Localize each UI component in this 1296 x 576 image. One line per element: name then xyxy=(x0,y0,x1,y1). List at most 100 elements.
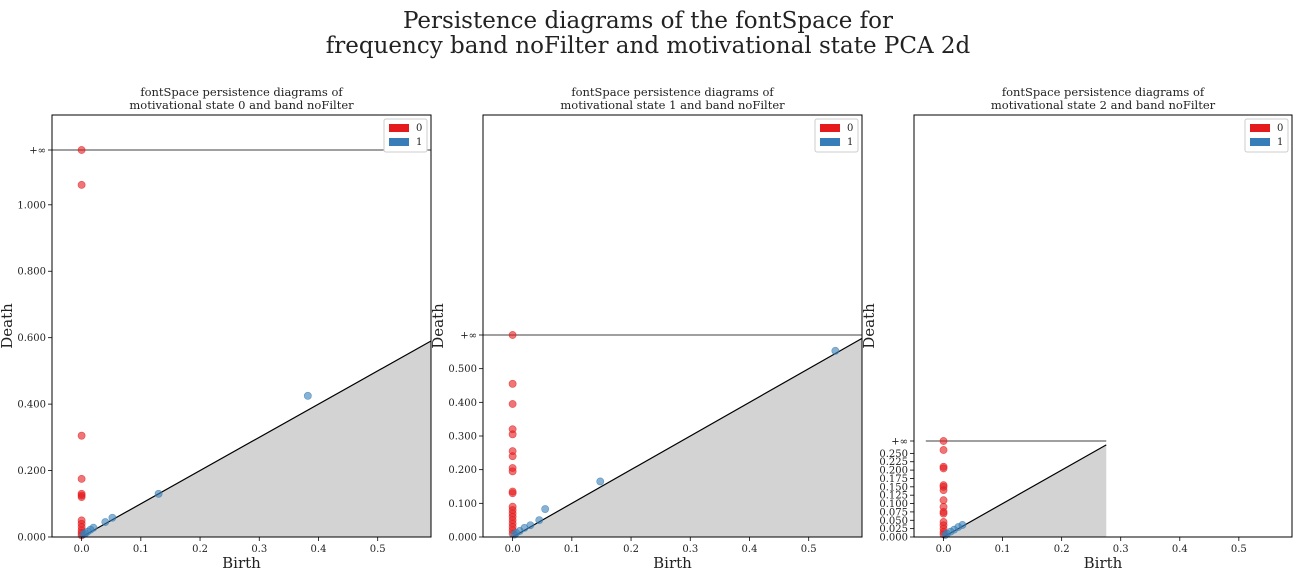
y-tick-label: 0.250 xyxy=(879,449,908,460)
y-axis-label: Death xyxy=(429,303,447,349)
axes-frame xyxy=(51,114,432,538)
x-tick-label: 0.0 xyxy=(936,544,952,555)
legend-label-h0: 0 xyxy=(1277,123,1283,134)
chart-panel-1: 0.0 0.1 0.2 0.3 0.4 0.5 0.000 0.100 0.200 0.300 0.… xyxy=(429,85,863,572)
y-tick-label: 0.500 xyxy=(448,364,477,375)
x-tick-label: 0.3 xyxy=(251,544,267,555)
figure-title-line-2: frequency band noFilter and motivational… xyxy=(326,33,971,59)
data-point-h1 xyxy=(541,505,550,513)
x-tick-label: 0.1 xyxy=(995,544,1011,555)
legend-label-h1: 1 xyxy=(1277,137,1283,148)
y-tick-label: 0.000 xyxy=(879,533,908,544)
data-point-h0 xyxy=(939,486,948,495)
y-tick-label: 0.000 xyxy=(448,533,477,544)
data-point-h1 xyxy=(510,530,519,539)
y-tick-label: 0.100 xyxy=(879,499,908,510)
data-point-h0 xyxy=(77,180,86,189)
data-point-h0 xyxy=(508,430,517,439)
chart-panel-0: 0.0 0.1 0.2 0.3 0.4 0.5 0.000 0.200 0.400 0.600 0.… xyxy=(0,85,432,572)
data-point-h1 xyxy=(79,530,88,539)
data-point-h0 xyxy=(939,437,948,445)
y-tick-label: 0.150 xyxy=(879,482,908,493)
y-tick-label: 0.200 xyxy=(879,466,908,477)
y-tick-label: 0.050 xyxy=(879,516,908,527)
x-tick-label: 0.4 xyxy=(742,544,758,555)
legend-label-h1: 1 xyxy=(847,137,853,148)
y-tick-label: 0.400 xyxy=(17,400,46,411)
y-tick-label: 0.225 xyxy=(879,457,908,468)
axes-frame xyxy=(482,114,863,538)
y-tick-label: 0.200 xyxy=(448,465,477,476)
legend-swatch-h1 xyxy=(820,138,840,146)
axes-frame xyxy=(913,114,1293,538)
y-tick-label: 0.075 xyxy=(879,507,908,518)
x-axis-label: Birth xyxy=(222,554,261,572)
legend-swatch-h0 xyxy=(389,124,409,132)
chart-title-line-1: fontSpace persistence diagrams of xyxy=(140,85,343,99)
y-tick-label: 0.000 xyxy=(17,533,46,544)
x-tick-label: 0.1 xyxy=(564,544,580,555)
y-tick-label: 0.125 xyxy=(879,491,908,502)
chart-title-line-2: motivational state 1 and band noFilter xyxy=(560,98,785,112)
chart-title-line-2: motivational state 2 and band noFilter xyxy=(991,98,1216,112)
chart-title-line-1: fontSpace persistence diagrams of xyxy=(571,85,774,99)
chart-panel-2: 0.0 0.1 0.2 0.3 0.4 0.50.0000.0250.0500.0750.… xyxy=(860,85,1293,572)
infinity-tick-label: +∞ xyxy=(891,437,908,448)
y-axis-label: Death xyxy=(0,303,16,349)
x-tick-label: 0.0 xyxy=(74,544,90,555)
data-point-h1 xyxy=(941,531,950,539)
y-tick-label: 0.100 xyxy=(448,499,477,510)
data-point-h1 xyxy=(303,391,312,400)
y-tick-label: 0.025 xyxy=(879,524,908,535)
diagonal-line xyxy=(81,340,432,538)
data-point-h1 xyxy=(108,513,117,522)
x-axis-label: Birth xyxy=(653,554,692,572)
y-tick-label: 0.600 xyxy=(17,333,46,344)
x-tick-label: 0.5 xyxy=(370,544,386,555)
figure-title-line-1: Persistence diagrams of the fontSpace fo… xyxy=(403,8,893,34)
x-tick-label: 0.4 xyxy=(311,544,327,555)
y-tick-label: 0.175 xyxy=(879,474,908,485)
legend-label-h0: 0 xyxy=(847,123,853,134)
diagonal-line xyxy=(512,337,863,538)
data-point-h1 xyxy=(831,346,840,355)
data-point-h1 xyxy=(535,516,544,525)
data-point-h0 xyxy=(77,493,86,502)
infinity-tick-label: +∞ xyxy=(29,146,46,157)
legend-swatch-h0 xyxy=(1250,124,1270,132)
chart-title-line-1: fontSpace persistence diagrams of xyxy=(1002,85,1205,99)
x-tick-label: 0.2 xyxy=(192,544,208,555)
infinity-tick-label: +∞ xyxy=(460,331,477,342)
x-tick-label: 0.2 xyxy=(1054,544,1070,555)
data-point-h0 xyxy=(508,379,517,388)
data-point-h0 xyxy=(77,146,86,154)
data-point-h0 xyxy=(508,452,517,461)
y-tick-label: 0.200 xyxy=(17,466,46,477)
legend-swatch-h1 xyxy=(389,138,409,146)
legend-label-h1: 1 xyxy=(416,137,422,148)
y-axis-label: Death xyxy=(860,303,878,349)
legend-label-h0: 0 xyxy=(416,123,422,134)
data-point-h0 xyxy=(939,496,948,505)
legend: 01 xyxy=(1244,118,1289,153)
data-point-h0 xyxy=(77,474,86,483)
x-tick-label: 0.5 xyxy=(801,544,817,555)
data-point-h0 xyxy=(508,331,517,339)
data-point-h1 xyxy=(154,489,163,498)
legend: 01 xyxy=(383,118,428,153)
x-tick-label: 0.0 xyxy=(505,544,521,555)
data-point-h0 xyxy=(508,489,517,498)
x-tick-label: 0.3 xyxy=(1113,544,1129,555)
data-point-h0 xyxy=(77,431,86,440)
data-point-h0 xyxy=(939,464,948,473)
x-tick-label: 0.1 xyxy=(133,544,149,555)
x-tick-label: 0.5 xyxy=(1231,544,1247,555)
data-point-h1 xyxy=(596,477,605,486)
y-tick-label: 0.800 xyxy=(17,267,46,278)
y-tick-label: 0.400 xyxy=(448,398,477,409)
legend-swatch-h1 xyxy=(1250,138,1270,146)
chart-title-line-2: motivational state 0 and band noFilter xyxy=(129,98,354,112)
data-point-h1 xyxy=(101,518,110,526)
data-point-h0 xyxy=(508,467,517,476)
